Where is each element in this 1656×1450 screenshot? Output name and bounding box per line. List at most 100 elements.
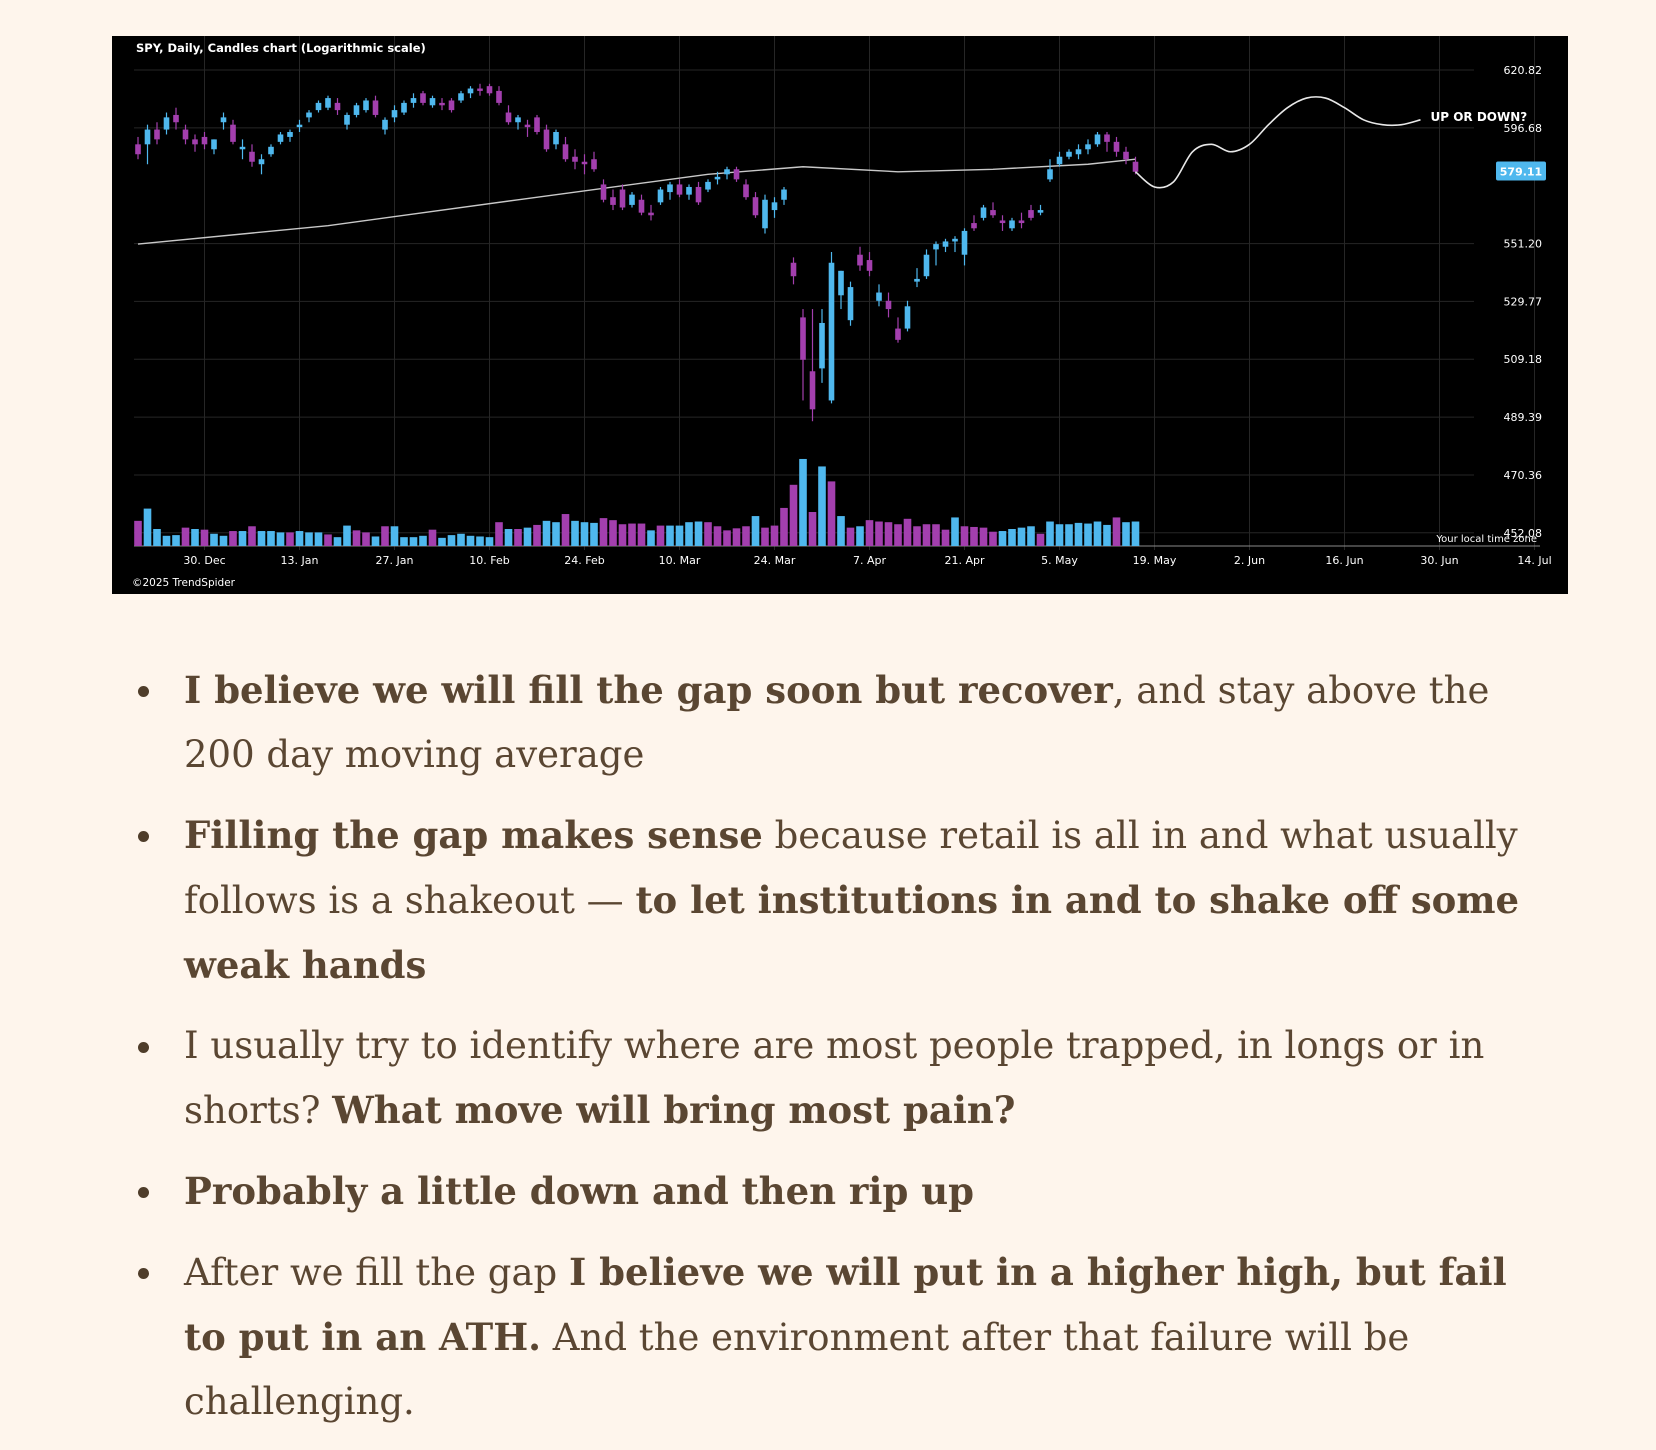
candle-body — [619, 189, 626, 208]
volume-bar — [172, 535, 180, 546]
candle-body — [705, 181, 711, 190]
volume-bar — [865, 520, 874, 546]
candle-body — [1009, 220, 1015, 229]
candle-body — [1028, 210, 1034, 218]
candle-body — [762, 199, 768, 229]
candle-body — [914, 278, 920, 282]
candle-body — [505, 112, 512, 123]
volume-bar — [970, 526, 978, 546]
note-bold-text: Probably a little down and then rip up — [184, 1169, 974, 1213]
volume-bar — [1112, 517, 1121, 546]
candlestick-chart-svg: 620.82 596.68 551.20 529.77 509.18 489.39 470.… — [132, 36, 1552, 589]
candle-body — [828, 262, 835, 401]
volume-bar — [1084, 523, 1092, 546]
volume-bar — [856, 526, 864, 546]
candle-body — [182, 129, 189, 140]
note-item: After we fill the gap I believe we will … — [118, 1240, 1558, 1434]
candle-body — [448, 100, 455, 111]
note-text: I usually try to identify where are most… — [184, 1024, 1485, 1132]
volume-bar — [742, 526, 750, 546]
candle-body — [325, 98, 331, 108]
volume-bar — [419, 535, 427, 546]
volume-bar — [827, 481, 836, 546]
volume-bar — [438, 537, 446, 546]
candle-body — [885, 300, 892, 310]
volume-bar — [267, 531, 275, 546]
candle-body — [562, 144, 569, 160]
x-tick-label: 14. Jul — [1517, 554, 1551, 567]
candle-body — [344, 114, 350, 125]
moving-average-line — [137, 158, 1136, 245]
volume-bar — [200, 529, 209, 546]
projection-curve — [1134, 96, 1421, 189]
candle-body — [999, 220, 1006, 224]
candle-body — [952, 238, 958, 242]
volume-bar — [514, 529, 522, 546]
candle-body — [401, 102, 407, 113]
candle-body — [895, 328, 901, 340]
note-bold-text: I believe we will put in a higher high, … — [184, 1250, 1507, 1359]
candle-body — [353, 105, 360, 115]
volume-bar — [761, 527, 769, 546]
x-tick-label: 7. Apr — [853, 554, 886, 567]
volume-bar — [400, 537, 408, 546]
volume-bar — [1046, 521, 1054, 546]
price-chart: 620.82 596.68 551.20 529.77 509.18 489.39 470.… — [112, 36, 1568, 594]
y-tick-label: 470.36 — [1504, 469, 1543, 482]
candle-body — [866, 260, 873, 271]
candle-body — [657, 189, 664, 203]
candle-body — [847, 287, 854, 321]
candle-body — [496, 90, 502, 103]
volume-bar — [523, 527, 532, 546]
volume-bar — [666, 525, 674, 546]
volume-bar — [371, 536, 380, 546]
volume-bar — [590, 522, 598, 546]
volume-bar — [343, 525, 351, 546]
volume-bar — [941, 529, 950, 546]
candle-body — [1075, 149, 1082, 155]
volume-bar — [1036, 533, 1045, 546]
volume-bar — [628, 523, 636, 546]
note-text: , and stay above the 200 day moving aver… — [184, 669, 1490, 776]
candle-body — [667, 184, 673, 193]
candle-body — [363, 100, 369, 111]
candle-body — [610, 197, 616, 205]
candle-body — [876, 292, 882, 301]
x-tick-label: 24. Mar — [754, 554, 796, 567]
x-tick-label: 24. Feb — [564, 554, 604, 567]
candle-body — [790, 262, 797, 277]
candle-body — [695, 186, 702, 203]
candle-body — [534, 117, 540, 133]
volume-bar — [808, 512, 817, 546]
candle-body — [752, 197, 759, 216]
candle-body — [1066, 151, 1072, 157]
volume-bar — [143, 508, 152, 546]
candle-body — [173, 114, 179, 123]
volume-bar — [409, 537, 418, 546]
volume-bar — [485, 537, 494, 546]
candle-body — [372, 100, 379, 115]
volume-bar — [1131, 521, 1140, 546]
candle-body — [1104, 134, 1110, 142]
volume-bar — [229, 531, 237, 546]
volume-bar — [314, 532, 323, 546]
last-price-label: 579.11 — [1500, 166, 1542, 179]
candle-body — [990, 210, 996, 216]
volume-bar — [780, 507, 788, 546]
volume-bar — [210, 533, 218, 546]
note-text: After we fill the gap — [184, 1251, 569, 1294]
candle-body — [543, 129, 550, 150]
copyright-label: ©2025 TrendSpider — [132, 577, 236, 589]
candle-body — [686, 186, 692, 195]
note-bold-text: Filling the gap makes sense — [184, 813, 763, 857]
timezone-label: Your local time zone — [1435, 534, 1537, 545]
volume-bar — [713, 526, 722, 546]
x-tick-label: 10. Feb — [469, 554, 509, 567]
volume-bar — [960, 526, 969, 546]
volume-bar — [1093, 521, 1102, 546]
volume-bar — [1008, 529, 1016, 546]
volume-bar — [818, 466, 826, 546]
volume-bar — [675, 525, 684, 546]
volume-bar — [476, 536, 484, 546]
volume-bar — [352, 530, 361, 546]
